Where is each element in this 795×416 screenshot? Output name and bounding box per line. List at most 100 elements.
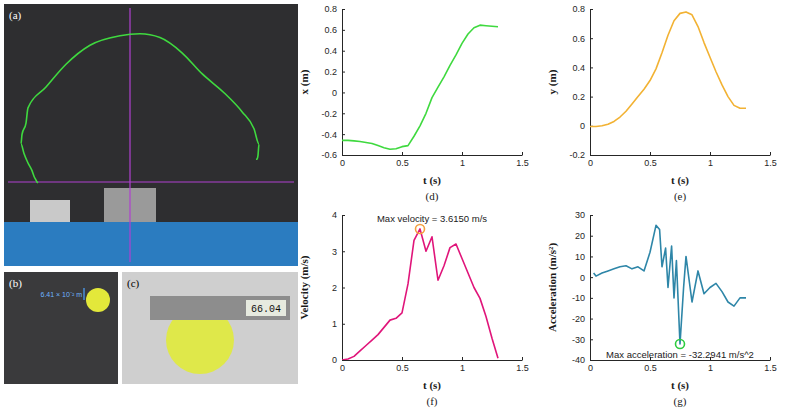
tick: 0 [332, 355, 345, 365]
tick-label: 0.8 [572, 4, 585, 14]
tick: 20 [575, 231, 593, 241]
tick-label: 1.5 [516, 363, 529, 373]
tick-mark [342, 9, 345, 10]
tick-label: -0.6 [321, 150, 337, 160]
tick-mark [770, 357, 771, 360]
x-axis-title: t (s) [423, 379, 441, 392]
y-axis: -40-30-20-100102030 [572, 210, 593, 365]
plot-area [594, 225, 746, 348]
tick: 0.5 [644, 152, 657, 168]
tick: 1.5 [516, 357, 529, 373]
tick-mark [590, 319, 593, 320]
tick-mark [590, 236, 593, 237]
axis-line [591, 155, 771, 156]
tick-label: 1 [460, 158, 465, 168]
chart: 00.511.501234Max velocity = 3.6150 m/st … [298, 210, 529, 408]
tick-mark [342, 113, 345, 114]
tick-label: 0.6 [324, 25, 337, 35]
tick-mark [462, 357, 463, 360]
plot-area [590, 12, 746, 127]
tick-label: -0.2 [321, 109, 337, 119]
panel-label: (d) [426, 190, 439, 203]
tick-label: 1.5 [764, 363, 777, 373]
tick-label: -0.2 [569, 150, 585, 160]
tick: -0.4 [321, 130, 345, 140]
caliper-reading: 66.04 [251, 304, 281, 315]
tick-mark [590, 38, 593, 39]
tick: 0.8 [572, 4, 593, 14]
panel-label: (c) [127, 277, 140, 290]
tick-label: 0 [588, 158, 593, 168]
tick-mark [590, 9, 593, 10]
tick: 0.4 [324, 46, 345, 56]
tick-label: 1 [460, 363, 465, 373]
photo-a: (a) [4, 4, 298, 266]
tick-label: 3 [332, 247, 337, 257]
tick-label: 4 [332, 210, 337, 220]
x-axis: 00.511.5 [588, 152, 777, 168]
tick-label: 0.6 [572, 34, 585, 44]
annotation: 6.41 × 10⁻² m [41, 291, 83, 298]
axis-line [590, 216, 591, 361]
tick-label: -0.4 [321, 130, 337, 140]
tick-label: -10 [572, 293, 585, 303]
tick-label: 0 [580, 273, 585, 283]
tick: -0.2 [321, 109, 345, 119]
chart: 00.511.5-0.6-0.4-0.200.20.40.60.8t (s)x … [298, 4, 529, 203]
tick-label: -20 [572, 314, 585, 324]
tick-label: 0.5 [396, 363, 409, 373]
tick: 1.5 [764, 357, 777, 373]
figure: (a) 6.41 × 10⁻² m(b) 66.04 (c) 0 0.5 1 1.5 -0.6 -… [0, 0, 795, 416]
tick-mark [710, 152, 711, 155]
axis-line [591, 360, 771, 361]
tick-label: 0 [340, 158, 345, 168]
tick-mark [342, 72, 345, 73]
tick-mark [770, 152, 771, 155]
tick-mark [462, 152, 463, 155]
y-axis-title: y (m) [546, 69, 559, 94]
measure-line [83, 288, 84, 300]
trajectory [21, 34, 259, 183]
tick-mark [342, 134, 345, 135]
tick: 0.2 [572, 92, 593, 102]
y-axis-title: Velocity (m/s) [298, 255, 311, 319]
data-line [590, 12, 746, 127]
plot-area [342, 224, 498, 360]
tick: 0.6 [572, 34, 593, 44]
tick: 0 [580, 273, 593, 283]
tick-mark [590, 339, 593, 340]
tick-label: 0.5 [396, 158, 409, 168]
annotation: Max acceleration = -32.2941 m/s^2 [606, 349, 754, 360]
tick-label: 1 [708, 363, 713, 373]
axis-line [342, 10, 343, 156]
y-axis-title: x (m) [298, 69, 311, 94]
photo-b: 6.41 × 10⁻² m(b) [4, 272, 118, 384]
tick-mark [522, 357, 523, 360]
tick: 0.6 [324, 25, 345, 35]
tick-label: -30 [572, 335, 585, 345]
x-axis-title: t (s) [671, 379, 689, 392]
y-axis: -0.6-0.4-0.200.20.40.60.8 [321, 4, 345, 160]
crosshair [8, 181, 294, 182]
tick: 2 [332, 283, 345, 293]
tick-mark [590, 277, 593, 278]
x-axis-title: t (s) [671, 174, 689, 187]
tick: 0.4 [572, 63, 593, 73]
data-line [594, 225, 746, 344]
tick: 1 [332, 319, 345, 329]
tick-label: 0 [588, 363, 593, 373]
tick-mark [342, 288, 345, 289]
tick: -10 [572, 293, 593, 303]
tick-label: -40 [572, 355, 585, 365]
tick-mark [590, 97, 593, 98]
tick-label: 20 [575, 231, 585, 241]
tick-label: 1 [332, 319, 337, 329]
chart: 00.511.5-0.200.20.40.60.8t (s)y (m)(e) [546, 4, 777, 203]
tick-label: 0.4 [572, 63, 585, 73]
tick-label: 0.2 [324, 67, 337, 77]
tick-mark [342, 30, 345, 31]
tick-mark [342, 251, 345, 252]
caliper-display [246, 300, 286, 316]
tick-mark [522, 152, 523, 155]
panel-label: (a) [9, 9, 22, 22]
